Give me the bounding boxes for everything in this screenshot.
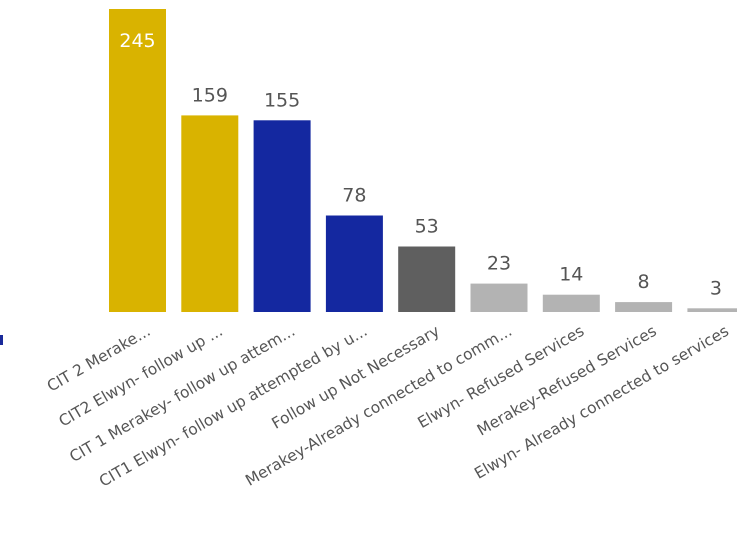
- bar-6[interactable]: [470, 283, 528, 312]
- value-label-4: 78: [342, 185, 366, 207]
- bars-group: [109, 9, 737, 313]
- category-labels-group: CIT 2 Merake...CIT2 Elwyn- follow up ...…: [44, 322, 732, 491]
- value-label-5: 53: [415, 216, 439, 238]
- bar-4[interactable]: [325, 215, 383, 313]
- bar-5[interactable]: [398, 246, 456, 313]
- value-labels-group: 245 159 155 78 53 23 14 8 3: [119, 30, 722, 299]
- bar-9[interactable]: [687, 308, 737, 312]
- value-label-2: 159: [192, 84, 228, 106]
- bar-8[interactable]: [615, 302, 673, 312]
- value-label-6: 23: [487, 253, 511, 275]
- bar-2[interactable]: [181, 115, 239, 313]
- left-edge-marker: [0, 335, 3, 345]
- category-label-4: CIT1 Elwyn- follow up attempted by u...: [96, 322, 370, 491]
- value-label-3: 155: [264, 89, 300, 111]
- value-label-7: 14: [559, 264, 583, 286]
- bar-7[interactable]: [542, 294, 600, 312]
- value-label-9: 3: [710, 277, 722, 299]
- value-label-8: 8: [638, 271, 650, 293]
- bar-1[interactable]: [109, 9, 166, 312]
- value-label-1: 245: [119, 30, 155, 52]
- bar-3[interactable]: [253, 120, 311, 312]
